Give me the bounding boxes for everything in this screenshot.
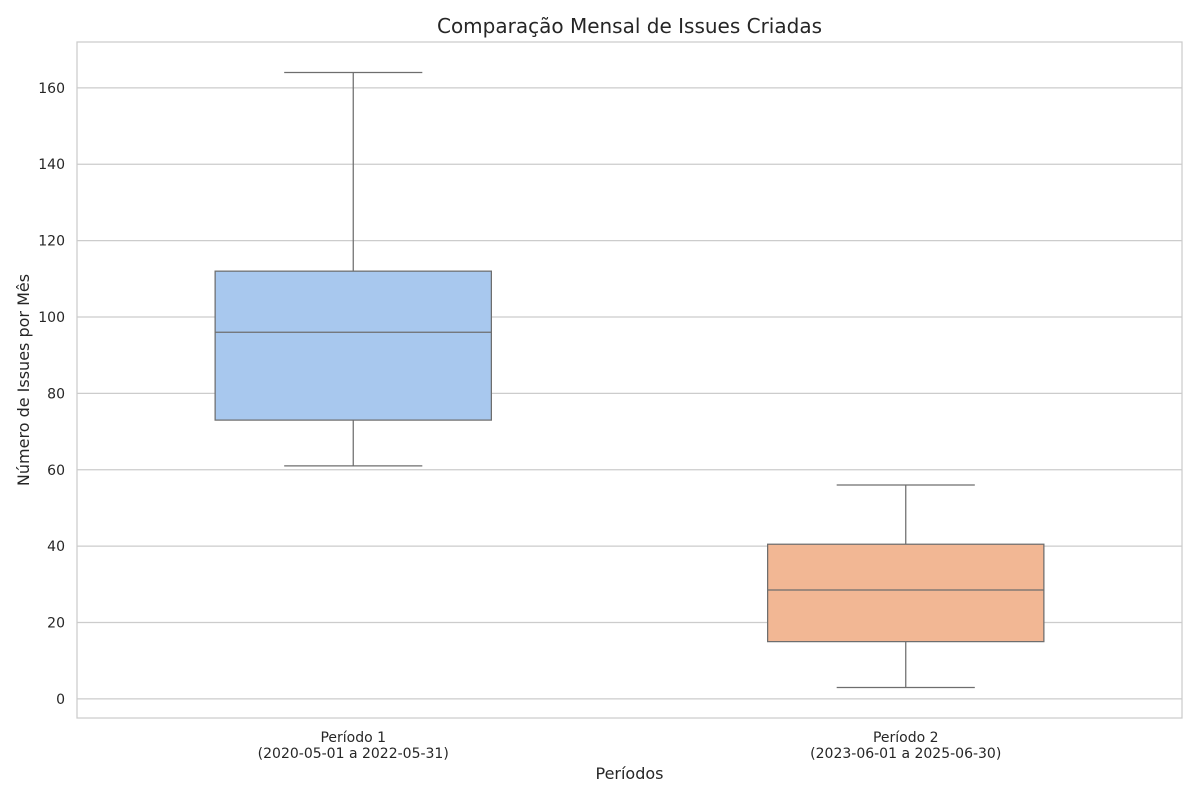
- x-tick-label-1-line1: Período 1: [320, 730, 386, 746]
- y-tick-label-40: 40: [47, 539, 65, 555]
- y-tick-label-20: 20: [47, 616, 65, 632]
- box-series-1: [214, 71, 492, 467]
- y-tick-label-120: 120: [38, 234, 65, 250]
- y-tick-label-80: 80: [47, 386, 65, 402]
- x-tick-labels: Período 1(2020-05-01 a 2022-05-31) Períod…: [258, 730, 1002, 762]
- y-tick-label-100: 100: [38, 310, 65, 326]
- x-tick-label-2-line2: (2023-06-01 a 2025-06-30): [810, 746, 1001, 762]
- chart-title: Comparação Mensal de Issues Criadas: [437, 14, 822, 38]
- y-axis-label: Número de Issues por Mês: [14, 274, 33, 486]
- iqr-box-1: [214, 270, 492, 421]
- y-tick-labels: 0 20 40 60 80 100 120 140 160: [38, 81, 65, 708]
- box-series-2: [767, 484, 1045, 689]
- iqr-box-2: [767, 543, 1045, 643]
- y-tick-label-60: 60: [47, 463, 65, 479]
- x-tick-label-1-line2: (2020-05-01 a 2022-05-31): [258, 746, 449, 762]
- y-tick-label-0: 0: [56, 692, 65, 708]
- box-layer: [214, 71, 1045, 689]
- x-tick-label-2-line1: Período 2: [873, 730, 939, 746]
- y-tick-label-160: 160: [38, 81, 65, 97]
- plot-frame: [76, 41, 1183, 719]
- y-tick-label-140: 140: [38, 157, 65, 173]
- x-axis-label: Períodos: [595, 764, 663, 783]
